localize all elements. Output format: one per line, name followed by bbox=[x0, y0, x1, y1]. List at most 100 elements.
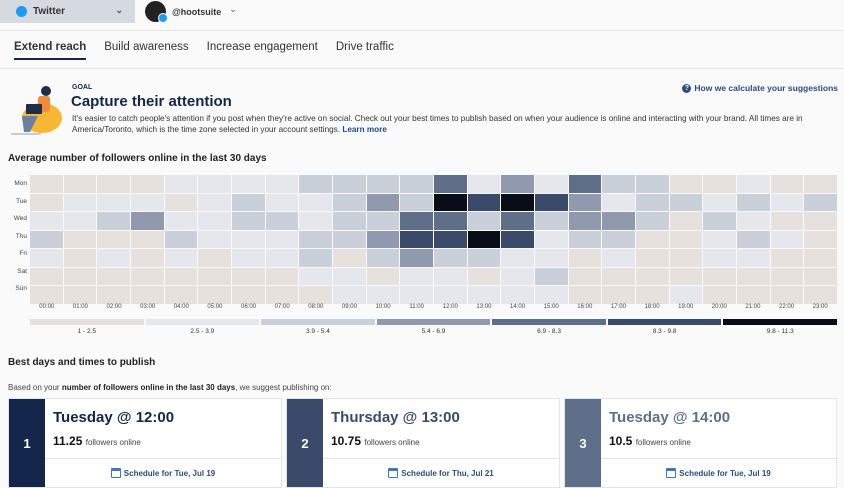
heatmap-cell[interactable] bbox=[366, 286, 400, 304]
heatmap-cell[interactable] bbox=[333, 175, 366, 193]
account-selector[interactable]: @hootsuite ⌄ bbox=[145, 1, 237, 23]
heatmap-cell[interactable] bbox=[568, 230, 602, 248]
heatmap-cell[interactable] bbox=[30, 286, 63, 304]
heatmap-cell[interactable] bbox=[131, 193, 164, 211]
heatmap-cell[interactable] bbox=[501, 193, 534, 211]
heatmap-cell[interactable] bbox=[669, 286, 703, 304]
heatmap-cell[interactable] bbox=[636, 286, 669, 304]
heatmap-cell[interactable] bbox=[63, 230, 97, 248]
heatmap-cell[interactable] bbox=[602, 267, 635, 285]
heatmap-cell[interactable] bbox=[804, 249, 837, 267]
heatmap-cell[interactable] bbox=[333, 212, 366, 230]
heatmap-cell[interactable] bbox=[636, 249, 669, 267]
heatmap-cell[interactable] bbox=[602, 175, 635, 193]
heatmap-cell[interactable] bbox=[804, 267, 837, 285]
heatmap-cell[interactable] bbox=[366, 212, 400, 230]
heatmap-cell[interactable] bbox=[703, 249, 736, 267]
heatmap-cell[interactable] bbox=[434, 230, 467, 248]
heatmap-cell[interactable] bbox=[467, 267, 501, 285]
heatmap-cell[interactable] bbox=[568, 175, 602, 193]
heatmap-cell[interactable] bbox=[232, 193, 265, 211]
heatmap-cell[interactable] bbox=[198, 230, 231, 248]
heatmap-cell[interactable] bbox=[97, 175, 130, 193]
heatmap-cell[interactable] bbox=[804, 175, 837, 193]
heatmap-cell[interactable] bbox=[770, 230, 804, 248]
heatmap-cell[interactable] bbox=[63, 175, 97, 193]
heatmap-cell[interactable] bbox=[198, 267, 231, 285]
heatmap-cell[interactable] bbox=[535, 175, 568, 193]
heatmap-cell[interactable] bbox=[434, 175, 467, 193]
heatmap-cell[interactable] bbox=[131, 249, 164, 267]
heatmap-cell[interactable] bbox=[770, 267, 804, 285]
heatmap-cell[interactable] bbox=[97, 286, 130, 304]
heatmap-cell[interactable] bbox=[366, 175, 400, 193]
heatmap-cell[interactable] bbox=[804, 193, 837, 211]
heatmap-cell[interactable] bbox=[232, 286, 265, 304]
heatmap-cell[interactable] bbox=[164, 286, 198, 304]
heatmap-cell[interactable] bbox=[366, 267, 400, 285]
heatmap-cell[interactable] bbox=[299, 193, 332, 211]
heatmap-cell[interactable] bbox=[299, 212, 332, 230]
heatmap-cell[interactable] bbox=[501, 286, 534, 304]
heatmap-cell[interactable] bbox=[535, 249, 568, 267]
heatmap-cell[interactable] bbox=[602, 286, 635, 304]
heatmap-cell[interactable] bbox=[164, 267, 198, 285]
heatmap-cell[interactable] bbox=[568, 212, 602, 230]
heatmap-cell[interactable] bbox=[198, 212, 231, 230]
heatmap-cell[interactable] bbox=[770, 212, 804, 230]
heatmap-cell[interactable] bbox=[198, 175, 231, 193]
heatmap-cell[interactable] bbox=[131, 267, 164, 285]
tab-drive-traffic[interactable]: Drive traffic bbox=[335, 41, 394, 53]
heatmap-cell[interactable] bbox=[770, 249, 804, 267]
heatmap-cell[interactable] bbox=[501, 267, 534, 285]
heatmap-cell[interactable] bbox=[400, 212, 433, 230]
heatmap-cell[interactable] bbox=[265, 286, 299, 304]
heatmap-cell[interactable] bbox=[804, 230, 837, 248]
heatmap-cell[interactable] bbox=[299, 286, 332, 304]
heatmap-cell[interactable] bbox=[535, 212, 568, 230]
schedule-button[interactable]: Schedule for Thu, Jul 21 bbox=[323, 458, 559, 487]
heatmap-cell[interactable] bbox=[333, 286, 366, 304]
heatmap-cell[interactable] bbox=[636, 212, 669, 230]
heatmap-cell[interactable] bbox=[636, 175, 669, 193]
heatmap-cell[interactable] bbox=[131, 212, 164, 230]
heatmap-cell[interactable] bbox=[333, 249, 366, 267]
heatmap-cell[interactable] bbox=[164, 193, 198, 211]
heatmap-cell[interactable] bbox=[30, 175, 63, 193]
heatmap-cell[interactable] bbox=[232, 249, 265, 267]
heatmap-cell[interactable] bbox=[703, 230, 736, 248]
heatmap-cell[interactable] bbox=[366, 193, 400, 211]
heatmap-cell[interactable] bbox=[804, 286, 837, 304]
heatmap-cell[interactable] bbox=[568, 286, 602, 304]
heatmap-cell[interactable] bbox=[198, 249, 231, 267]
heatmap-cell[interactable] bbox=[669, 230, 703, 248]
heatmap-cell[interactable] bbox=[535, 230, 568, 248]
heatmap-cell[interactable] bbox=[737, 267, 770, 285]
heatmap-cell[interactable] bbox=[501, 230, 534, 248]
heatmap-cell[interactable] bbox=[737, 249, 770, 267]
heatmap-cell[interactable] bbox=[333, 267, 366, 285]
heatmap-cell[interactable] bbox=[501, 175, 534, 193]
heatmap-cell[interactable] bbox=[232, 212, 265, 230]
heatmap-cell[interactable] bbox=[265, 267, 299, 285]
heatmap-cell[interactable] bbox=[265, 175, 299, 193]
heatmap-cell[interactable] bbox=[669, 193, 703, 211]
heatmap-cell[interactable] bbox=[232, 230, 265, 248]
heatmap-cell[interactable] bbox=[467, 175, 501, 193]
heatmap-cell[interactable] bbox=[602, 249, 635, 267]
heatmap-cell[interactable] bbox=[299, 175, 332, 193]
heatmap-cell[interactable] bbox=[400, 193, 433, 211]
heatmap-cell[interactable] bbox=[265, 212, 299, 230]
heatmap-cell[interactable] bbox=[97, 249, 130, 267]
heatmap-cell[interactable] bbox=[602, 212, 635, 230]
heatmap-cell[interactable] bbox=[97, 212, 130, 230]
schedule-button[interactable]: Schedule for Tue, Jul 19 bbox=[45, 458, 281, 487]
heatmap-cell[interactable] bbox=[366, 249, 400, 267]
heatmap-cell[interactable] bbox=[63, 249, 97, 267]
heatmap-cell[interactable] bbox=[467, 212, 501, 230]
heatmap-cell[interactable] bbox=[299, 230, 332, 248]
heatmap-cell[interactable] bbox=[535, 267, 568, 285]
heatmap-cell[interactable] bbox=[568, 267, 602, 285]
heatmap-cell[interactable] bbox=[164, 230, 198, 248]
heatmap-cell[interactable] bbox=[703, 175, 736, 193]
